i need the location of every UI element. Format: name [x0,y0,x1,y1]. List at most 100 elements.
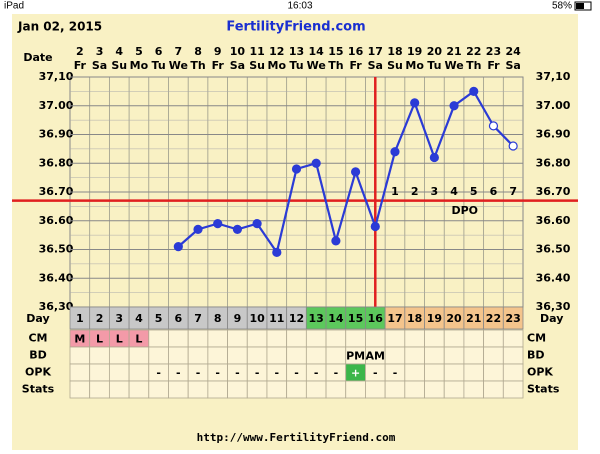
date-label: 6 [155,45,163,58]
date-label: 10 [230,45,246,58]
day-number: 20 [446,312,462,325]
weekday-label: Sa [505,59,520,72]
temperature-point [213,219,223,229]
table-cell [463,329,485,348]
temperature-point [173,242,183,252]
table-cell [286,380,307,399]
table-cell [345,380,366,399]
table-cell [108,363,130,382]
table-cell [128,346,150,365]
day-number: 23 [505,312,520,325]
row-label-right: BD [527,349,545,362]
footer-url[interactable]: http://www.FertilityFriend.com [197,431,396,444]
day-number: 19 [427,312,442,325]
table-cell [286,329,307,348]
table-cell [424,329,445,348]
table-cell [463,363,485,382]
day-number: 8 [214,312,222,325]
day-number: 15 [348,312,363,325]
row-label-right: CM [527,332,546,345]
table-cell [325,346,347,365]
table-cell [305,329,327,348]
date-label: 7 [174,45,182,58]
weekday-label: Th [466,59,481,72]
table-cell [325,329,347,348]
table-cell [443,380,465,399]
chart-date: Jan 02, 2015 [17,20,102,34]
row-label: BD [29,349,47,362]
table-cell [424,380,445,399]
table-cell [502,363,524,382]
date-label: 18 [387,45,402,58]
cell-text: - [314,367,319,380]
weekday-label: Fr [74,59,87,72]
date-label: 17 [368,45,383,58]
cell-text: - [215,367,220,380]
y-tick-label-right: 37,10 [536,70,571,83]
day-label: Day [26,312,49,325]
table-cell [168,329,189,348]
y-tick-label-right: 36,30 [536,300,571,313]
date-label: 13 [289,45,304,58]
weekday-label: Tu [289,59,303,72]
table-cell [483,363,504,382]
y-tick-label: 36.70 [39,185,74,198]
table-cell [443,346,465,365]
table-cell [384,329,406,348]
dpo-number: 2 [411,185,419,198]
y-tick-label-right: 36.90 [536,128,571,141]
table-cell [148,329,169,348]
date-label: 11 [249,45,264,58]
date-label: 16 [348,45,364,58]
weekday-label: Su [387,59,403,72]
cell-text: + [351,367,360,380]
day-number: 9 [234,312,242,325]
day-number: 22 [486,312,501,325]
cell-text: - [294,367,299,380]
table-cell [227,380,248,399]
row-label: Stats [22,383,55,396]
table-cell [404,380,425,399]
table-cell [443,329,465,348]
table-cell [246,346,268,365]
dpo-number: 4 [450,185,458,198]
temperature-point [193,224,203,234]
cell-text: M [74,333,85,346]
status-bar: iPad 16:03 58% [4,1,592,12]
y-tick-label: 36.50 [39,243,74,256]
cell-text: L [96,333,103,346]
table-cell [89,363,110,382]
date-label: 21 [446,45,461,58]
cell-text: - [255,367,260,380]
cell-text: AM [366,350,385,363]
temperature-point [311,158,321,168]
table-cell [266,329,288,348]
table-cell [89,380,110,399]
weekday-label: We [444,59,463,72]
temperature-point [449,101,459,111]
day-number: 14 [328,312,344,325]
y-tick-label-right: 36.70 [536,185,571,198]
day-number: 16 [368,312,384,325]
y-tick-label-right: 37.00 [536,99,571,112]
table-cell [266,380,288,399]
table-cell [483,380,504,399]
day-number: 6 [174,312,182,325]
table-cell [483,346,504,365]
battery-fill [576,3,584,9]
weekday-label: Th [190,59,205,72]
clock: 16:03 [287,1,312,12]
temperature-point [331,236,341,246]
temperature-point [410,98,420,108]
table-cell [148,346,169,365]
weekday-label: Mo [405,59,424,72]
date-label: 22 [466,45,481,58]
table-cell [266,346,288,365]
y-tick-label: 36,30 [39,300,74,313]
y-tick-label-right: 36.80 [536,156,571,169]
weekday-label: Fr [212,59,225,72]
table-cell [345,329,366,348]
date-label: 4 [115,45,123,58]
